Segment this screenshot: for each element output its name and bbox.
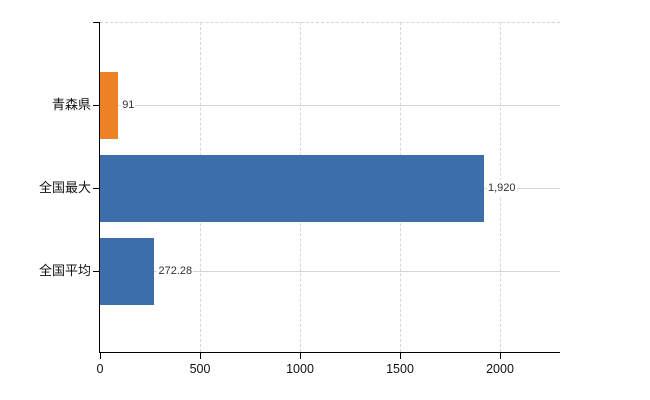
bar-value-label: 1,920 (487, 180, 517, 196)
bar-value-label: 272.28 (157, 263, 194, 279)
bar (100, 154, 484, 222)
x-tick-label: 500 (189, 362, 211, 376)
x-tick-label: 0 (96, 362, 104, 376)
category-tick (93, 105, 100, 106)
y-axis (98, 22, 100, 353)
x-tick-label: 1500 (386, 362, 414, 376)
category-label: 全国平均 (38, 263, 91, 278)
x-tick-label: 1000 (286, 362, 314, 376)
category-tick (93, 188, 100, 189)
bar (100, 237, 155, 305)
x-tick (200, 353, 201, 359)
plot-top-border (100, 22, 560, 23)
category-label: 全国最大 (38, 180, 91, 195)
horizontal-gridline (100, 105, 560, 106)
x-axis (98, 351, 560, 353)
x-tick (100, 353, 101, 359)
y-axis-top-tick (93, 22, 100, 23)
x-tick (400, 353, 401, 359)
category-label: 青森県 (51, 97, 91, 112)
bar (100, 71, 119, 139)
category-tick (93, 271, 100, 272)
x-tick (500, 353, 501, 359)
x-tick-label: 2000 (486, 362, 514, 376)
bar-value-label: 91 (121, 97, 136, 113)
x-tick (300, 353, 301, 359)
horizontal-gridline (100, 271, 560, 272)
